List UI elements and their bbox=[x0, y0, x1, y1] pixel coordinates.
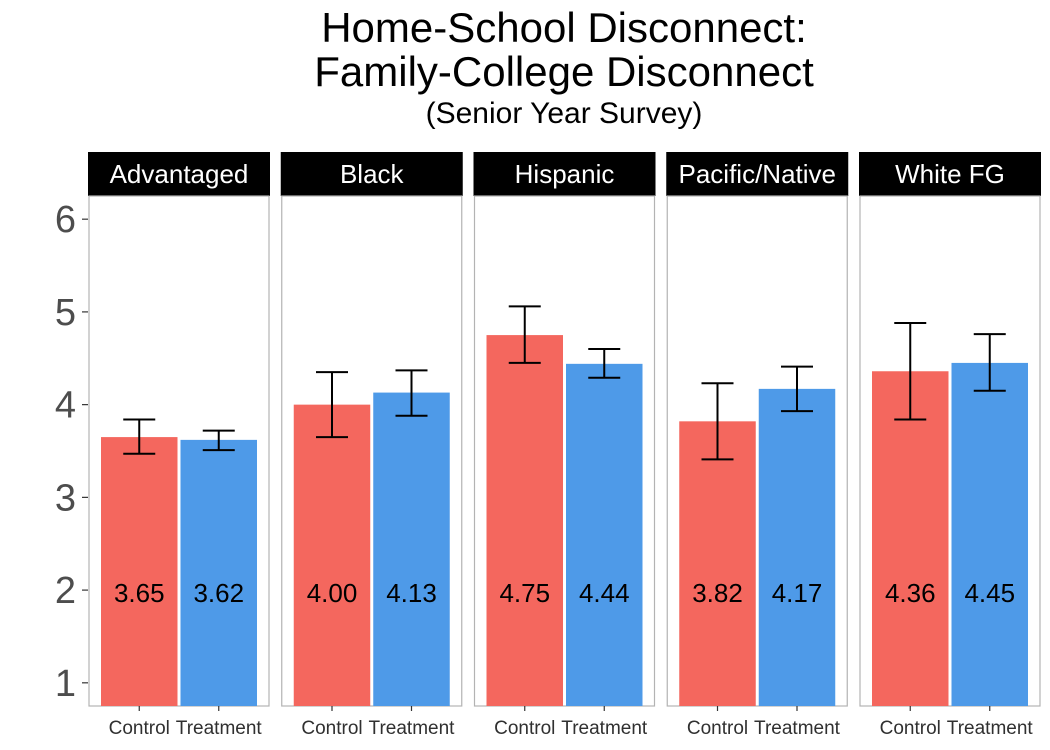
chart-title-line-2: Family-College Disconnect bbox=[314, 48, 814, 95]
x-tick-label: Control bbox=[880, 718, 941, 739]
bar-value-label: 4.13 bbox=[386, 578, 437, 608]
y-tick-label: 5 bbox=[55, 292, 76, 334]
chart-subtitle: (Senior Year Survey) bbox=[425, 97, 703, 130]
bar-treatment bbox=[566, 363, 643, 706]
facet-panel-border bbox=[473, 195, 656, 707]
x-tick-label: Control bbox=[109, 718, 170, 739]
y-tick-label: 1 bbox=[55, 663, 76, 705]
bar-control bbox=[293, 404, 371, 706]
bar-value-label: 4.45 bbox=[964, 578, 1015, 608]
facet-strip-label: Advantaged bbox=[110, 159, 249, 189]
facet-panel-border bbox=[281, 195, 463, 707]
facet-strip-label: Black bbox=[340, 159, 405, 189]
y-tick-label: 4 bbox=[55, 385, 76, 427]
bar-control bbox=[101, 437, 178, 706]
bar-value-label: 3.62 bbox=[193, 578, 244, 608]
facet-strip-label: Pacific/Native bbox=[679, 159, 837, 189]
x-tick-label: Control bbox=[494, 718, 555, 739]
x-tick-label: Treatment bbox=[754, 718, 841, 739]
facet-strip-label: Hispanic bbox=[515, 159, 615, 189]
facet-strip bbox=[280, 152, 463, 196]
bar-treatment bbox=[951, 362, 1028, 706]
y-tick-label: 2 bbox=[55, 570, 76, 612]
bar-value-label: 3.65 bbox=[114, 578, 165, 608]
chart-title-line-1: Home-School Disconnect: bbox=[321, 4, 807, 51]
facet-panel-border bbox=[859, 195, 1041, 707]
bar-treatment bbox=[373, 392, 450, 706]
x-tick-label: Control bbox=[687, 718, 748, 739]
facet-strip bbox=[859, 152, 1041, 196]
bar-value-label: 3.82 bbox=[692, 578, 743, 608]
facet-panel-border bbox=[88, 195, 270, 707]
x-tick-label: Treatment bbox=[561, 718, 648, 739]
bar-control bbox=[679, 421, 756, 706]
y-tick-label: 6 bbox=[55, 199, 76, 241]
bar-value-label: 4.36 bbox=[885, 578, 936, 608]
facet-strip-label: White FG bbox=[895, 159, 1005, 189]
bar-value-label: 4.00 bbox=[307, 578, 358, 608]
x-tick-label: Treatment bbox=[176, 718, 263, 739]
facet-panel-border bbox=[666, 195, 848, 707]
x-tick-label: Treatment bbox=[369, 718, 456, 739]
bar-treatment bbox=[758, 388, 836, 706]
chart-title-block: Home-School Disconnect: Family-College D… bbox=[0, 6, 1050, 134]
bar-value-label: 4.75 bbox=[499, 578, 550, 608]
bar-control bbox=[872, 371, 949, 706]
facet-strip bbox=[666, 152, 849, 196]
bar-value-label: 4.17 bbox=[772, 578, 823, 608]
y-tick-label: 3 bbox=[55, 477, 76, 519]
facet-strip bbox=[88, 152, 270, 196]
x-tick-label: Control bbox=[301, 718, 362, 739]
bar-value-label: 4.44 bbox=[579, 578, 630, 608]
bar-control bbox=[486, 335, 563, 706]
facet-strip bbox=[473, 152, 656, 196]
bar-treatment bbox=[180, 439, 257, 706]
x-tick-label: Treatment bbox=[947, 718, 1034, 739]
